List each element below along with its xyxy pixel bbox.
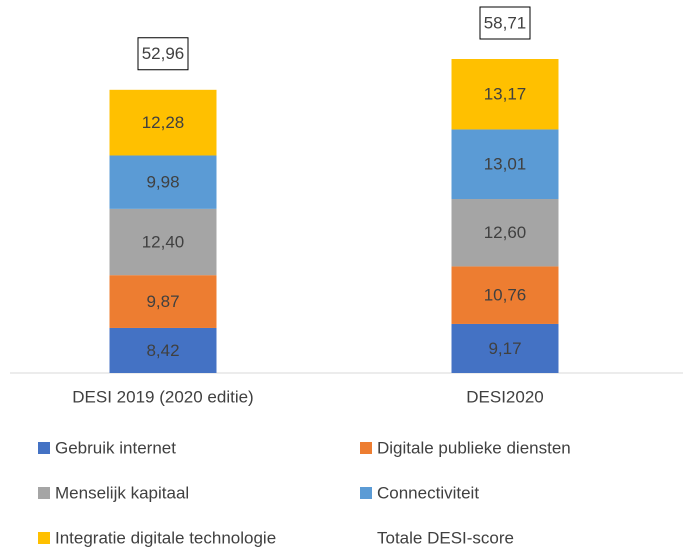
data-label: 12,60 xyxy=(484,223,527,242)
total-label: 52,96 xyxy=(142,44,185,63)
legend-label: Totale DESI-score xyxy=(377,528,514,547)
x-tick-label: DESI 2019 (2020 editie) xyxy=(72,387,253,406)
bar-segment xyxy=(109,327,217,373)
bar-segment xyxy=(109,208,217,276)
bar-segment xyxy=(451,199,559,267)
total-box xyxy=(479,6,531,40)
data-label: 12,40 xyxy=(142,233,185,252)
x-tick-label: DESI2020 xyxy=(466,387,544,406)
legend-swatch xyxy=(38,442,50,454)
data-label: 9,17 xyxy=(488,339,521,358)
legend-swatch xyxy=(360,487,372,499)
bar-segment xyxy=(109,155,217,209)
bar-segment xyxy=(451,59,559,130)
total-box xyxy=(137,37,189,71)
legend-swatch xyxy=(360,442,372,454)
total-label: 58,71 xyxy=(484,13,527,32)
bar-segment xyxy=(451,323,559,373)
data-label: 8,42 xyxy=(146,341,179,360)
legend-swatch xyxy=(38,532,50,544)
data-label: 10,76 xyxy=(484,286,527,305)
data-label: 13,17 xyxy=(484,85,527,104)
bar-segment xyxy=(451,266,559,324)
legend-label: Integratie digitale technologie xyxy=(55,528,276,547)
bar-segment xyxy=(109,89,217,156)
data-label: 13,01 xyxy=(484,155,527,174)
data-label: 9,87 xyxy=(146,292,179,311)
bar-segment xyxy=(109,275,217,328)
legend-label: Digitale publieke diensten xyxy=(377,438,571,457)
bar-segment xyxy=(451,129,559,200)
data-label: 9,98 xyxy=(146,173,179,192)
data-label: 12,28 xyxy=(142,113,185,132)
legend-swatch xyxy=(38,487,50,499)
legend-label: Menselijk kapitaal xyxy=(55,483,189,502)
legend-label: Connectiviteit xyxy=(377,483,479,502)
legend-label: Gebruik internet xyxy=(55,438,176,457)
